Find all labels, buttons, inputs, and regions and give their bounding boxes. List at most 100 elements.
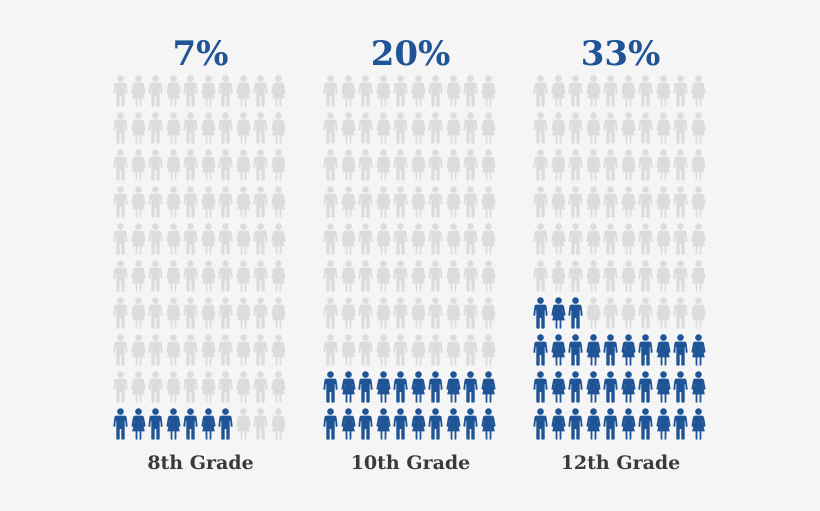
chart-8th-grade: 7% 8th Grade bbox=[113, 0, 288, 511]
person-icon bbox=[480, 334, 496, 366]
person-icon bbox=[393, 112, 408, 144]
person-icon bbox=[638, 334, 653, 366]
person-icon bbox=[130, 408, 146, 440]
pictograph-10th-grade bbox=[323, 75, 498, 445]
person-icon bbox=[323, 149, 338, 181]
person-icon bbox=[585, 112, 601, 144]
person-icon bbox=[200, 75, 216, 107]
person-icon bbox=[480, 408, 496, 440]
person-icon bbox=[340, 186, 356, 218]
person-icon bbox=[235, 371, 251, 403]
person-icon bbox=[270, 75, 286, 107]
person-icon bbox=[655, 297, 671, 329]
person-icon bbox=[358, 223, 373, 255]
person-icon bbox=[655, 408, 671, 440]
person-icon bbox=[568, 334, 583, 366]
person-icon bbox=[200, 149, 216, 181]
person-icon bbox=[165, 260, 181, 292]
person-icon bbox=[148, 75, 163, 107]
person-icon bbox=[113, 297, 128, 329]
person-icon bbox=[148, 186, 163, 218]
person-icon bbox=[690, 371, 706, 403]
person-icon bbox=[690, 297, 706, 329]
person-icon bbox=[113, 75, 128, 107]
person-icon bbox=[253, 371, 268, 403]
person-icon bbox=[655, 371, 671, 403]
person-icon bbox=[218, 75, 233, 107]
person-icon bbox=[235, 186, 251, 218]
person-icon bbox=[200, 408, 216, 440]
person-icon bbox=[550, 75, 566, 107]
person-icon bbox=[638, 112, 653, 144]
person-icon bbox=[463, 149, 478, 181]
person-icon bbox=[358, 112, 373, 144]
person-icon bbox=[148, 149, 163, 181]
person-icon bbox=[165, 297, 181, 329]
person-icon bbox=[480, 149, 496, 181]
percent-label-10th-grade: 20% bbox=[370, 34, 451, 74]
person-icon bbox=[410, 149, 426, 181]
person-icon bbox=[428, 260, 443, 292]
person-icon bbox=[620, 371, 636, 403]
person-icon bbox=[340, 112, 356, 144]
person-icon bbox=[620, 334, 636, 366]
person-icon bbox=[218, 223, 233, 255]
person-icon bbox=[620, 297, 636, 329]
person-icon bbox=[673, 223, 688, 255]
person-icon bbox=[183, 260, 198, 292]
person-icon bbox=[148, 297, 163, 329]
person-icon bbox=[568, 149, 583, 181]
percent-label-8th-grade: 7% bbox=[172, 34, 229, 74]
person-icon bbox=[550, 223, 566, 255]
person-icon bbox=[673, 112, 688, 144]
person-icon bbox=[113, 371, 128, 403]
person-icon bbox=[620, 260, 636, 292]
person-icon bbox=[375, 186, 391, 218]
person-icon bbox=[673, 75, 688, 107]
person-icon bbox=[690, 112, 706, 144]
person-icon bbox=[253, 223, 268, 255]
person-icon bbox=[463, 408, 478, 440]
percent-label-12th-grade: 33% bbox=[580, 34, 661, 74]
person-icon bbox=[655, 223, 671, 255]
person-icon bbox=[585, 260, 601, 292]
person-icon bbox=[183, 75, 198, 107]
person-icon bbox=[585, 334, 601, 366]
person-icon bbox=[568, 260, 583, 292]
person-icon bbox=[480, 223, 496, 255]
person-icon bbox=[358, 297, 373, 329]
person-icon bbox=[585, 75, 601, 107]
person-icon bbox=[375, 371, 391, 403]
person-icon bbox=[393, 149, 408, 181]
person-icon bbox=[445, 75, 461, 107]
person-icon bbox=[323, 408, 338, 440]
person-icon bbox=[113, 223, 128, 255]
person-icon bbox=[428, 112, 443, 144]
person-icon bbox=[550, 408, 566, 440]
person-icon bbox=[673, 371, 688, 403]
person-icon bbox=[183, 186, 198, 218]
person-icon bbox=[130, 223, 146, 255]
person-icon bbox=[445, 260, 461, 292]
person-icon bbox=[375, 408, 391, 440]
person-icon bbox=[603, 408, 618, 440]
person-icon bbox=[200, 223, 216, 255]
person-icon bbox=[200, 371, 216, 403]
person-icon bbox=[200, 334, 216, 366]
person-icon bbox=[638, 186, 653, 218]
category-label-12th-grade: 12th Grade bbox=[560, 452, 681, 474]
person-icon bbox=[358, 334, 373, 366]
person-icon bbox=[218, 260, 233, 292]
person-icon bbox=[253, 75, 268, 107]
person-icon bbox=[130, 334, 146, 366]
person-icon bbox=[673, 297, 688, 329]
person-icon bbox=[148, 334, 163, 366]
person-icon bbox=[323, 112, 338, 144]
person-icon bbox=[690, 260, 706, 292]
person-icon bbox=[550, 334, 566, 366]
person-icon bbox=[463, 371, 478, 403]
person-icon bbox=[603, 149, 618, 181]
person-icon bbox=[463, 260, 478, 292]
person-icon bbox=[445, 371, 461, 403]
person-icon bbox=[620, 186, 636, 218]
